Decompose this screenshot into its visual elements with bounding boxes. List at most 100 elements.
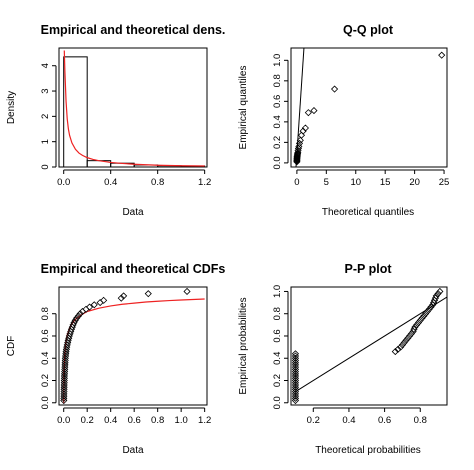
data-point — [398, 341, 406, 349]
data-point — [404, 334, 412, 342]
data-point — [301, 124, 309, 132]
data-point — [436, 287, 444, 296]
data-point — [96, 299, 104, 307]
y-tick-label: 0.2 — [272, 136, 283, 149]
data-point — [418, 314, 426, 322]
y-tick-label: 0.0 — [272, 396, 283, 409]
y-tick-label: 4 — [40, 63, 51, 68]
data-point — [420, 312, 428, 320]
data-point — [414, 319, 423, 327]
y-tick-label: 0.2 — [272, 374, 283, 387]
data-point — [67, 325, 76, 333]
data-point — [291, 365, 300, 373]
data-point — [69, 321, 77, 329]
data-point — [71, 316, 79, 324]
data-point — [431, 294, 439, 302]
x-tick-label: 0.8 — [414, 415, 427, 426]
panel-2 — [284, 47, 448, 174]
x-tick-label: 0.6 — [378, 415, 391, 426]
chart-title: Q-Q plot — [343, 23, 394, 37]
x-axis-label: Theoretical quantiles — [322, 207, 414, 218]
data-point — [394, 345, 402, 353]
panel-4 — [284, 286, 448, 412]
data-point — [438, 51, 446, 59]
y-tick-label: 0.4 — [272, 115, 283, 128]
y-tick-label: 0.4 — [40, 352, 51, 365]
panel-1 — [52, 47, 208, 174]
x-axis-label: Theoretical probabilities — [315, 445, 421, 456]
data-point — [291, 394, 300, 402]
data-point — [402, 336, 410, 344]
y-tick-label: 0.6 — [272, 95, 283, 108]
data-point — [391, 348, 399, 356]
y-axis-label: Density — [6, 91, 17, 124]
data-point — [291, 396, 300, 405]
data-point — [291, 356, 300, 365]
data-point — [144, 290, 152, 298]
data-point — [291, 379, 300, 387]
data-point — [397, 343, 405, 351]
data-point — [291, 368, 300, 376]
data-point — [430, 296, 439, 304]
y-tick-label: 0.0 — [272, 156, 283, 169]
data-point — [291, 359, 300, 367]
data-point — [413, 321, 421, 329]
panel-3 — [52, 286, 208, 412]
y-tick-label: 0.2 — [40, 374, 51, 387]
data-point — [291, 372, 300, 380]
data-point — [427, 303, 435, 311]
x-tick-label: 0.0 — [57, 415, 70, 426]
data-point — [100, 296, 108, 304]
x-tick-label: 20 — [409, 177, 420, 188]
reference-line — [295, 296, 447, 393]
plot-frame — [290, 286, 448, 406]
x-tick-label: 0.4 — [104, 415, 117, 426]
y-tick-label: 1.0 — [272, 285, 283, 298]
x-tick-label: 0.8 — [151, 177, 164, 188]
data-point — [294, 150, 302, 158]
data-point — [291, 350, 300, 358]
x-tick-label: 10 — [350, 177, 361, 188]
data-point — [291, 392, 300, 400]
y-tick-label: 0.0 — [40, 396, 51, 409]
data-point — [296, 136, 304, 144]
data-point — [68, 323, 76, 331]
x-tick-label: 1.0 — [175, 415, 188, 426]
data-point — [411, 323, 419, 331]
plot-area — [60, 287, 205, 405]
data-point — [117, 294, 125, 302]
data-point — [299, 127, 307, 135]
y-axis-label: CDF — [6, 336, 17, 357]
y-tick-label: 0.8 — [40, 307, 51, 320]
x-tick-label: 1.2 — [198, 415, 211, 426]
x-tick-label: 1.2 — [198, 177, 211, 188]
data-point — [120, 292, 128, 300]
data-point — [410, 325, 418, 333]
data-point — [432, 292, 440, 300]
y-axis-label: Empirical quantiles — [238, 66, 249, 150]
y-tick-label: 0.6 — [40, 329, 51, 342]
y-tick-label: 0.8 — [272, 74, 283, 87]
plot-frame — [290, 47, 448, 168]
data-point — [405, 332, 414, 340]
x-axis-label: Data — [122, 207, 144, 218]
x-axis-label: Data — [122, 445, 144, 456]
data-point — [425, 305, 433, 313]
data-point — [330, 85, 339, 93]
plot-area — [293, 48, 446, 167]
x-tick-label: 0.4 — [342, 415, 355, 426]
x-tick-label: 5 — [324, 177, 329, 188]
x-tick-label: 0.6 — [128, 415, 141, 426]
data-point — [76, 310, 84, 318]
data-point — [291, 390, 300, 398]
data-point — [422, 310, 430, 318]
plot-frame — [58, 47, 208, 168]
data-point — [304, 109, 312, 117]
data-point — [416, 316, 424, 324]
data-point — [409, 327, 417, 336]
data-point — [400, 339, 408, 347]
chart-title: Empirical and theoretical dens. — [41, 23, 226, 37]
data-point — [291, 383, 300, 391]
data-point — [291, 376, 300, 385]
